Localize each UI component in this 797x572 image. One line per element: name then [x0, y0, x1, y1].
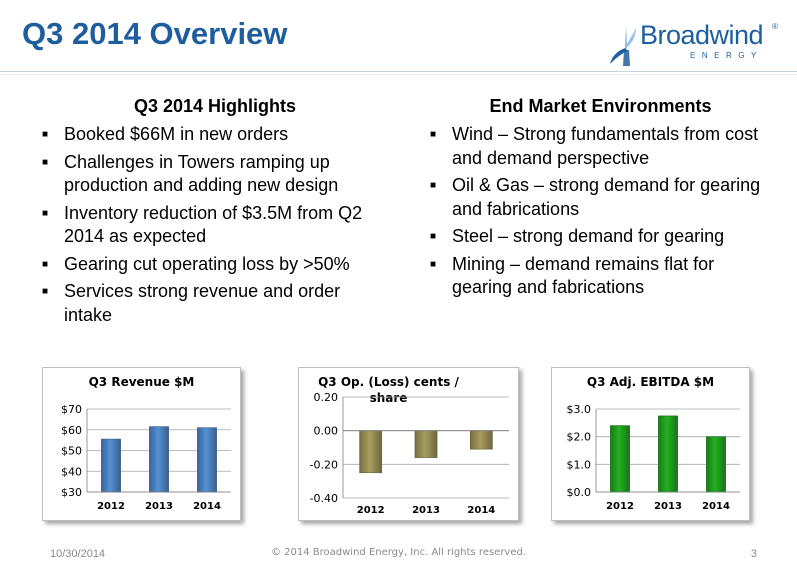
page-number: 3 [750, 548, 757, 560]
list-item: ■ Gearing cut operating loss by >50% [40, 253, 390, 277]
bar [359, 430, 383, 474]
op-loss-chart: Q3 Op. (Loss) cents / share -0.40 -0.20 0.… [298, 367, 519, 521]
bar [149, 426, 169, 493]
logo-wordmark: Broadwind [640, 20, 764, 50]
y-tick-label: $40 [61, 465, 82, 478]
revenue-chart: Q3 Revenue $M $30 $40 $50 $60 $70 2012 2013 201… [42, 367, 241, 521]
bar [414, 430, 438, 458]
highlights-list: ■ Booked $66M in new orders ■ Challenges i… [40, 123, 390, 327]
x-tick-label: 2012 [97, 501, 125, 512]
bullet-icon: ■ [42, 286, 49, 297]
end-markets-list: ■ Wind – Strong fundamentals from cost an… [428, 123, 773, 300]
bullet-icon: ■ [42, 207, 49, 219]
list-item: ■ Challenges in Towers ramping up product… [42, 151, 339, 196]
title-divider [0, 71, 797, 72]
op-loss-chart-plot: -0.40 -0.20 0.00 0.20 2012 2013 2014 [310, 391, 509, 516]
footer-copyright: © 2014 Broadwind Energy, Inc. All rights… [270, 547, 527, 558]
list-item: ■ Mining – demand remains flat for gearin… [430, 253, 715, 298]
bullet-icon: ■ [430, 231, 437, 242]
x-tick-label: 2013 [412, 505, 440, 516]
bar [658, 415, 678, 493]
list-item: ■ Oil & Gas – strong demand for gearing a… [430, 175, 761, 219]
x-tick-label: 2013 [654, 501, 682, 512]
x-tick-label: 2014 [702, 501, 730, 512]
y-tick-label: $30 [61, 486, 82, 499]
list-item: ■ Services strong revenue and order intak… [42, 281, 341, 325]
bullet-icon: ■ [42, 156, 49, 168]
footer-date: 10/30/2014 [50, 548, 106, 560]
chart-title: Q3 Adj. EBITDA $M [586, 375, 715, 389]
y-tick-label: $3.0 [567, 403, 592, 416]
wind-turbine-icon [610, 26, 636, 66]
list-item: ■ Steel – strong demand for gearing [428, 225, 773, 249]
ebitda-chart-plot: $0.0 $1.0 $2.0 $3.0 2012 2013 2014 [567, 403, 740, 512]
y-tick-label: -0.40 [310, 492, 338, 505]
bar [706, 436, 726, 493]
y-tick-label: 0.00 [314, 425, 339, 438]
company-logo: Broadwind ® ENERGY [606, 20, 784, 68]
y-tick-label: -0.20 [310, 458, 338, 471]
y-tick-label: $60 [61, 424, 82, 437]
bullet-icon: ■ [42, 258, 49, 270]
x-tick-label: 2014 [193, 501, 221, 512]
end-markets-column: End Market Environments ■ Wind – Strong f… [428, 96, 773, 304]
x-tick-label: 2012 [357, 505, 385, 516]
revenue-chart-plot: $30 $40 $50 $60 $70 2012 2013 2014 [61, 403, 231, 512]
bullet-icon: ■ [430, 258, 437, 270]
ebitda-chart: Q3 Adj. EBITDA $M $0.0 $1.0 $2.0 $3.0 2012 20… [551, 367, 750, 521]
y-tick-label: $50 [61, 445, 82, 458]
bullet-icon: ■ [430, 129, 437, 140]
highlights-column: Q3 2014 Highlights ■ Booked $66M in new o… [40, 96, 390, 331]
bar [101, 438, 121, 493]
chart-title: Q3 Op. (Loss) cents / share [318, 375, 459, 405]
highlights-heading: Q3 2014 Highlights [133, 96, 297, 116]
y-tick-label: $2.0 [567, 431, 592, 444]
bar [469, 430, 493, 450]
list-item: ■ Inventory reduction of $3.5M from Q2 20… [42, 202, 363, 247]
list-item: ■ Wind – Strong fundamentals from cost an… [430, 124, 759, 168]
bullet-icon: ■ [430, 180, 437, 191]
bullet-icon: ■ [42, 129, 49, 140]
logo-subtitle: ENERGY [690, 51, 763, 60]
x-tick-label: 2014 [467, 505, 495, 516]
y-tick-label: 0.20 [314, 391, 339, 404]
title-divider-shadow [0, 74, 797, 75]
x-tick-label: 2013 [145, 501, 173, 512]
chart-title: Q3 Revenue $M [88, 375, 195, 389]
list-item: ■ Booked $66M in new orders [40, 123, 390, 147]
logo-trademark: ® [772, 22, 778, 31]
bar [610, 425, 630, 493]
y-tick-label: $0.0 [567, 486, 592, 499]
x-tick-label: 2012 [606, 501, 634, 512]
slide-title: Q3 2014 Overview [22, 16, 288, 51]
bar [197, 427, 217, 493]
y-tick-label: $1.0 [567, 458, 592, 471]
y-tick-label: $70 [61, 403, 82, 416]
end-markets-heading: End Market Environments [489, 96, 712, 116]
